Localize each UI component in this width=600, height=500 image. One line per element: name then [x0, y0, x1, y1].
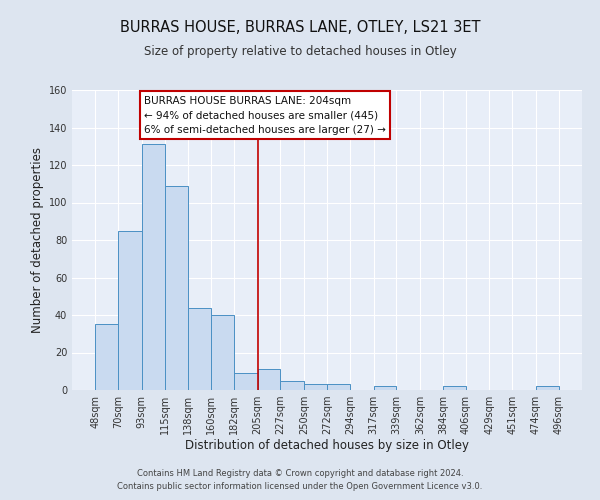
Bar: [327, 384, 350, 390]
Bar: [257, 370, 280, 390]
Text: Contains HM Land Registry data © Crown copyright and database right 2024.: Contains HM Land Registry data © Crown c…: [137, 468, 463, 477]
Bar: [164, 186, 188, 390]
Text: Contains public sector information licensed under the Open Government Licence v3: Contains public sector information licen…: [118, 482, 482, 491]
Text: BURRAS HOUSE BURRAS LANE: 204sqm
← 94% of detached houses are smaller (445)
6% o: BURRAS HOUSE BURRAS LANE: 204sqm ← 94% o…: [144, 96, 386, 135]
Bar: [374, 386, 397, 390]
Bar: [443, 386, 466, 390]
Bar: [234, 373, 257, 390]
X-axis label: Distribution of detached houses by size in Otley: Distribution of detached houses by size …: [185, 438, 469, 452]
Y-axis label: Number of detached properties: Number of detached properties: [31, 147, 44, 333]
Bar: [188, 308, 211, 390]
Bar: [142, 144, 164, 390]
Bar: [211, 315, 234, 390]
Bar: [536, 386, 559, 390]
Bar: [280, 380, 304, 390]
Bar: [95, 324, 118, 390]
Bar: [118, 230, 142, 390]
Text: Size of property relative to detached houses in Otley: Size of property relative to detached ho…: [143, 45, 457, 58]
Bar: [304, 384, 327, 390]
Text: BURRAS HOUSE, BURRAS LANE, OTLEY, LS21 3ET: BURRAS HOUSE, BURRAS LANE, OTLEY, LS21 3…: [120, 20, 480, 35]
